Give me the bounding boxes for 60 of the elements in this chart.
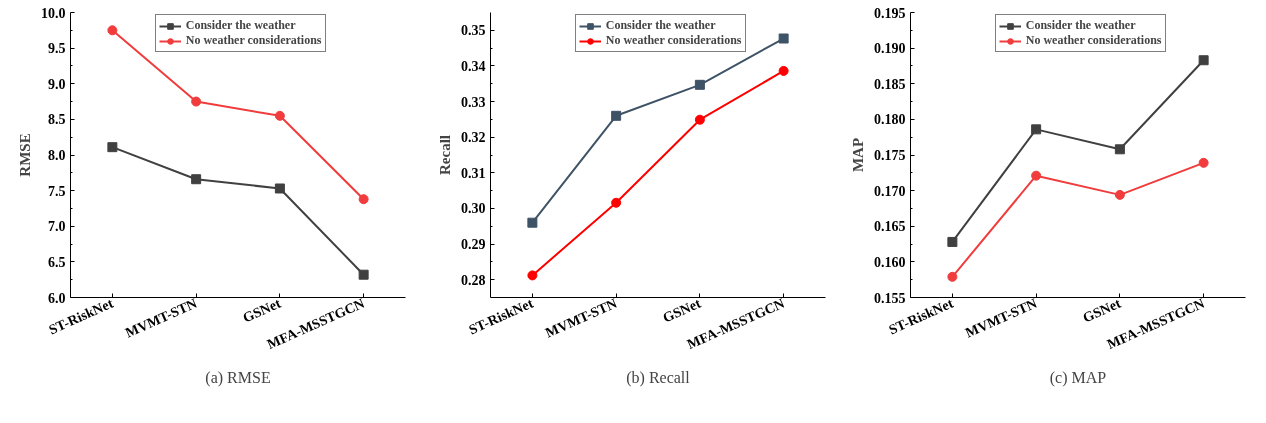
y-axis-title: RMSE [17, 133, 33, 177]
y-tick-label: 9.5 [48, 41, 66, 57]
point [1198, 55, 1209, 66]
point [611, 110, 622, 121]
y-tick-label: 0.165 [874, 219, 906, 235]
y-tick-label: 0.195 [874, 5, 906, 21]
point [611, 197, 622, 208]
point [947, 271, 958, 282]
legend-label: No weather considerations [1025, 33, 1162, 48]
legend-label: No weather considerations [185, 33, 322, 48]
point [778, 33, 789, 44]
y-tick-label: 0.175 [874, 148, 906, 163]
point [1114, 144, 1125, 155]
y-tick-label: 0.29 [461, 237, 486, 253]
y-tick-label: 0.31 [461, 165, 486, 181]
y-tick-label: 6.5 [48, 254, 66, 270]
point [1031, 124, 1042, 135]
point [778, 65, 789, 76]
point [107, 25, 118, 36]
point [1198, 157, 1209, 168]
point [1114, 189, 1125, 200]
point [358, 194, 369, 205]
text: (b) Recall [626, 368, 691, 387]
y-axis-title: Recall [437, 135, 453, 175]
text: (c) MAP [1049, 368, 1107, 387]
point [947, 236, 958, 247]
point [694, 79, 705, 90]
legend-label: Consider the weather [185, 18, 296, 33]
y-tick-label: 0.35 [461, 23, 486, 39]
y-tick-label: 8.5 [48, 112, 66, 128]
point [358, 269, 369, 280]
y-tick-label: 7.0 [48, 219, 66, 235]
point [274, 183, 285, 194]
y-axis-title: MAP [850, 137, 866, 173]
text: (a) RMSE [205, 368, 271, 387]
y-tick-label: 0.33 [461, 94, 486, 110]
point [274, 110, 285, 121]
legend-label: No weather considerations [605, 33, 742, 48]
y-tick-label: 0.28 [461, 272, 486, 288]
y-tick-label: 0.32 [461, 130, 486, 146]
y-tick-label: 7.5 [48, 183, 66, 199]
point [191, 96, 202, 107]
y-tick-label: 0.34 [461, 58, 486, 74]
point [191, 174, 202, 185]
y-tick-label: 8.0 [48, 148, 66, 163]
y-tick-label: 0.160 [874, 254, 906, 270]
point [527, 217, 538, 228]
y-tick-label: 0.170 [874, 183, 906, 199]
y-tick-label: 0.190 [874, 41, 906, 57]
point [1031, 170, 1042, 181]
point [527, 270, 538, 281]
point [694, 114, 705, 125]
y-tick-label: 10.0 [41, 5, 66, 21]
legend-label: Consider the weather [605, 18, 716, 33]
legend-label: Consider the weather [1025, 18, 1136, 33]
y-tick-label: 0.180 [874, 112, 906, 128]
y-tick-label: 9.0 [48, 76, 66, 92]
point [107, 142, 118, 153]
y-tick-label: 0.185 [874, 76, 906, 92]
y-tick-label: 0.30 [461, 201, 486, 217]
